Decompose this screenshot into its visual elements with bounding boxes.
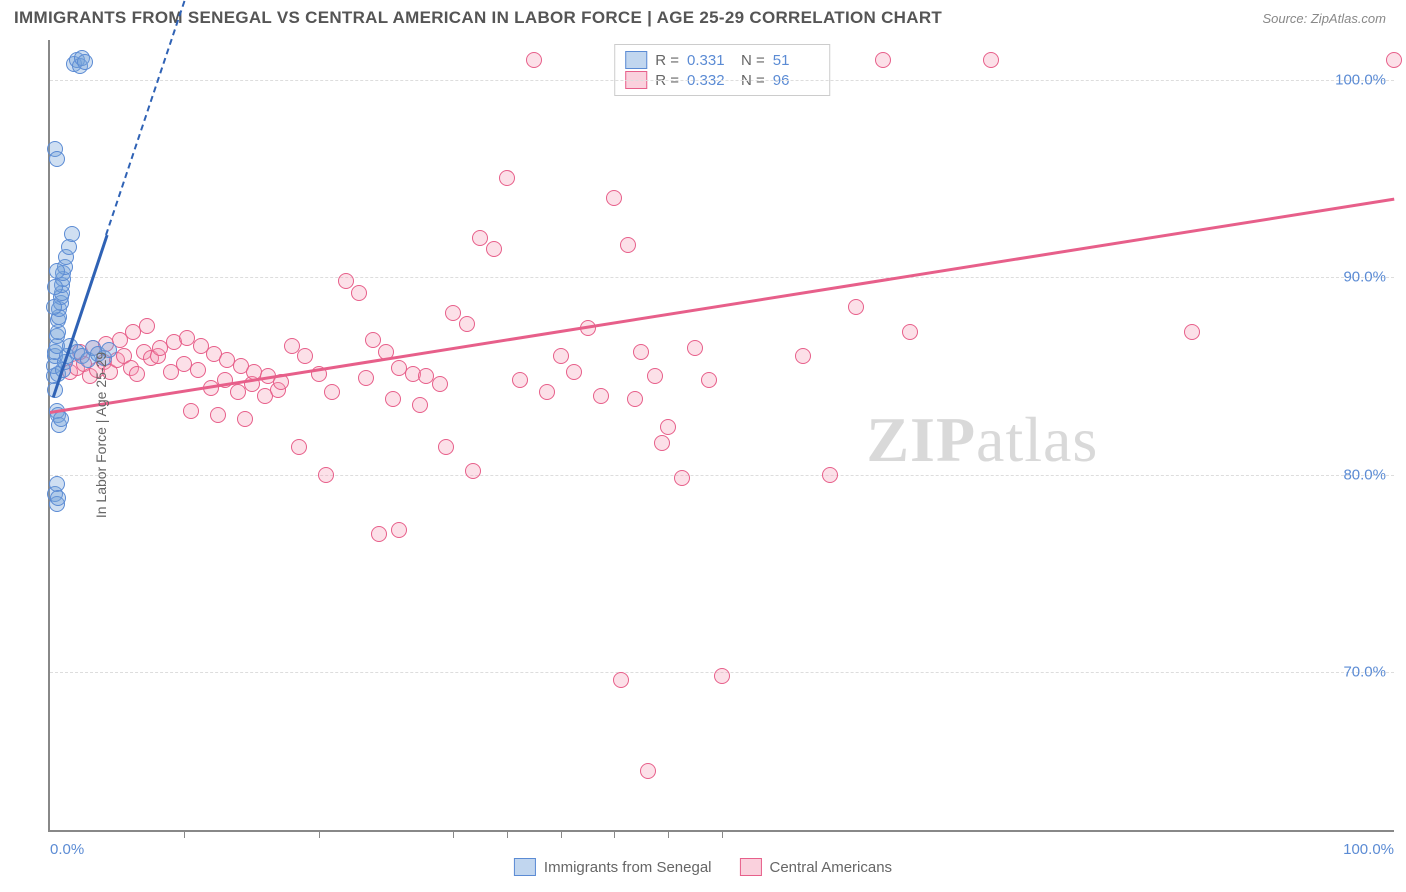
marker-central [472, 230, 488, 246]
marker-central [640, 763, 656, 779]
x-tick-label: 100.0% [1343, 841, 1394, 858]
swatch-senegal-icon [514, 858, 536, 876]
marker-central [795, 348, 811, 364]
marker-central [875, 52, 891, 68]
y-tick-label: 90.0% [1343, 269, 1386, 286]
chart-title: IMMIGRANTS FROM SENEGAL VS CENTRAL AMERI… [14, 8, 942, 28]
marker-central [1184, 324, 1200, 340]
marker-senegal [47, 279, 63, 295]
chart-source: Source: ZipAtlas.com [1262, 11, 1386, 26]
grid-line [50, 80, 1394, 81]
marker-central [486, 241, 502, 257]
marker-central [701, 372, 717, 388]
marker-central [620, 237, 636, 253]
marker-central [459, 316, 475, 332]
marker-central [365, 332, 381, 348]
y-tick-label: 70.0% [1343, 664, 1386, 681]
marker-central [465, 463, 481, 479]
marker-central [338, 273, 354, 289]
x-tick [453, 830, 454, 838]
x-tick [668, 830, 669, 838]
swatch-senegal [625, 51, 647, 69]
marker-central [412, 397, 428, 413]
marker-central [714, 668, 730, 684]
marker-senegal [46, 299, 62, 315]
marker-central [674, 470, 690, 486]
marker-central [129, 366, 145, 382]
marker-central [526, 52, 542, 68]
marker-central [660, 419, 676, 435]
marker-central [654, 435, 670, 451]
marker-central [647, 368, 663, 384]
marker-central [291, 439, 307, 455]
marker-senegal [53, 411, 69, 427]
legend-item-senegal: Immigrants from Senegal [514, 858, 712, 876]
marker-central [553, 348, 569, 364]
x-tick [319, 830, 320, 838]
trend-line [105, 0, 198, 235]
plot-area: ZIPatlas R = 0.331 N = 51 R = 0.332 N = … [50, 40, 1394, 830]
marker-central [210, 407, 226, 423]
x-tick [184, 830, 185, 838]
marker-central [633, 344, 649, 360]
marker-central [822, 467, 838, 483]
marker-senegal [49, 151, 65, 167]
x-tick [614, 830, 615, 838]
marker-central [593, 388, 609, 404]
marker-central [190, 362, 206, 378]
marker-central [371, 526, 387, 542]
x-tick-label: 0.0% [50, 841, 84, 858]
marker-central [351, 285, 367, 301]
swatch-central-icon [740, 858, 762, 876]
watermark: ZIPatlas [866, 403, 1098, 477]
grid-line [50, 475, 1394, 476]
legend-item-central: Central Americans [740, 858, 893, 876]
marker-central [385, 391, 401, 407]
marker-central [318, 467, 334, 483]
grid-line [50, 277, 1394, 278]
trend-line [50, 198, 1394, 414]
marker-central [438, 439, 454, 455]
marker-central [512, 372, 528, 388]
marker-central [445, 305, 461, 321]
x-tick [561, 830, 562, 838]
marker-central [237, 411, 253, 427]
stats-row-senegal: R = 0.331 N = 51 [625, 51, 819, 69]
marker-central [324, 384, 340, 400]
marker-central [902, 324, 918, 340]
chart-header: IMMIGRANTS FROM SENEGAL VS CENTRAL AMERI… [0, 0, 1406, 32]
marker-central [983, 52, 999, 68]
stats-legend: R = 0.331 N = 51 R = 0.332 N = 96 [614, 44, 830, 96]
marker-central [432, 376, 448, 392]
marker-central [848, 299, 864, 315]
x-tick [507, 830, 508, 838]
marker-central [613, 672, 629, 688]
marker-central [499, 170, 515, 186]
marker-central [297, 348, 313, 364]
legend-bottom: Immigrants from Senegal Central American… [514, 858, 892, 876]
marker-central [183, 403, 199, 419]
y-tick-label: 80.0% [1343, 466, 1386, 483]
marker-senegal [49, 263, 65, 279]
marker-senegal [61, 239, 77, 255]
marker-senegal [64, 226, 80, 242]
marker-senegal [50, 490, 66, 506]
marker-central [627, 391, 643, 407]
marker-central [566, 364, 582, 380]
marker-central [539, 384, 555, 400]
marker-senegal [77, 54, 93, 70]
chart-area: ZIPatlas R = 0.331 N = 51 R = 0.332 N = … [48, 40, 1394, 832]
x-tick [722, 830, 723, 838]
marker-central [687, 340, 703, 356]
y-tick-label: 100.0% [1335, 71, 1386, 88]
marker-central [1386, 52, 1402, 68]
marker-central [139, 318, 155, 334]
y-axis-label: In Labor Force | Age 25-29 [93, 352, 109, 518]
marker-central [391, 522, 407, 538]
marker-central [606, 190, 622, 206]
marker-central [358, 370, 374, 386]
